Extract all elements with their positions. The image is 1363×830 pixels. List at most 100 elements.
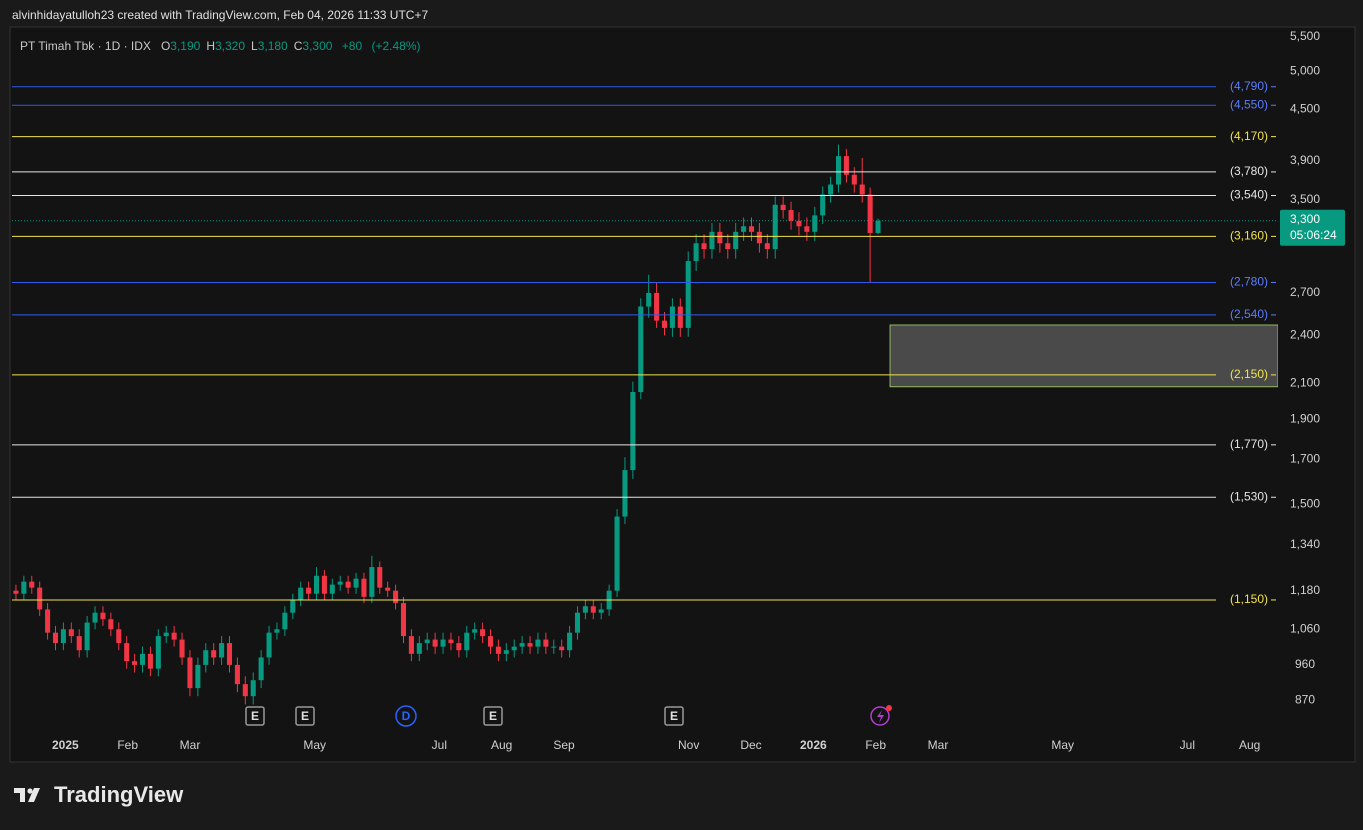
candle-body	[393, 590, 399, 604]
candle-body	[432, 639, 438, 647]
candle-body	[464, 632, 470, 651]
candle-body	[551, 646, 557, 648]
candle-body	[100, 612, 106, 620]
candle-body	[487, 636, 494, 647]
candle-body	[756, 231, 762, 244]
candle-body	[179, 639, 185, 658]
legend-key: C	[293, 39, 303, 53]
candle-body	[867, 194, 873, 233]
event-label: E	[251, 709, 259, 723]
candle-body	[480, 629, 486, 637]
candle-body	[859, 184, 865, 195]
candle-body	[345, 581, 351, 588]
candle-body	[108, 619, 114, 630]
level-label: (1,770)	[1230, 437, 1268, 451]
candle-body	[685, 261, 691, 328]
candle-body	[622, 470, 628, 517]
candle-body	[875, 220, 881, 233]
candle-body	[21, 581, 27, 594]
candle-body	[709, 231, 715, 250]
candle-body	[590, 606, 596, 613]
legend-key: L	[251, 39, 258, 53]
level-label: (3,160)	[1230, 229, 1268, 243]
candle-body	[52, 632, 59, 644]
candle-body	[503, 650, 509, 654]
candle-body	[13, 590, 19, 594]
alert-icon	[870, 705, 892, 726]
candle-body	[527, 643, 533, 647]
candle-body	[456, 643, 462, 651]
candle-body	[788, 210, 794, 221]
candle-body	[92, 612, 98, 623]
x-tick-label: 2025	[52, 738, 79, 752]
candle-body	[242, 684, 248, 697]
candle-body	[132, 661, 138, 665]
x-tick-label: Feb	[117, 738, 138, 752]
candle-body	[812, 215, 818, 232]
level-label: (1,150)	[1230, 592, 1268, 606]
candle-body	[654, 292, 660, 321]
price-tag-countdown: 05:06:24	[1290, 228, 1337, 242]
x-tick-label: Sep	[553, 738, 575, 752]
candle-body	[171, 632, 177, 640]
event-marker	[483, 706, 503, 726]
legend-value: 3,190	[170, 39, 201, 53]
event-marker	[664, 706, 684, 726]
y-tick-label: 1,500	[1290, 497, 1320, 511]
y-tick-label: 870	[1295, 692, 1315, 706]
x-tick-label: Dec	[740, 738, 761, 752]
x-tick-label: May	[303, 738, 326, 752]
level-label: (3,540)	[1230, 188, 1268, 202]
candle-body	[377, 567, 383, 588]
candle-body	[677, 306, 683, 328]
y-tick-label: 3,500	[1290, 192, 1320, 206]
change-pct: (+2.48%)	[371, 39, 421, 53]
legend-value: 3,320	[214, 39, 246, 53]
candle-body	[29, 581, 35, 588]
x-tick-label: Mar	[928, 738, 949, 752]
candle-body	[582, 606, 588, 613]
event-label: D	[402, 709, 411, 723]
legend-items: O3,190 H3,320 L3,180 C3,300	[161, 39, 339, 53]
level-label: (2,150)	[1230, 367, 1268, 381]
y-tick-label: 4,500	[1290, 101, 1320, 115]
candle-body	[495, 646, 501, 654]
x-tick-label: Feb	[865, 738, 886, 752]
level-label: (1,530)	[1230, 489, 1268, 503]
candle-body	[638, 306, 644, 393]
candle-body	[424, 639, 430, 644]
y-tick-label: 5,500	[1290, 29, 1320, 43]
candle-body	[116, 629, 122, 644]
event-marker	[245, 706, 265, 726]
candle-body	[37, 587, 43, 610]
candle-body	[45, 609, 51, 633]
candle-body	[511, 646, 517, 651]
candle-body	[535, 639, 541, 647]
x-tick-label: Mar	[180, 738, 201, 752]
candle-body	[234, 664, 240, 685]
price-tag-value: 3,300	[1290, 212, 1320, 226]
candle-body	[701, 243, 707, 250]
header-caption: alvinhidayatulloh23 created with Trading…	[12, 8, 428, 22]
candle-body	[361, 578, 367, 597]
candle-body	[574, 612, 581, 633]
x-tick-label: Nov	[678, 738, 699, 752]
y-tick-label: 1,060	[1290, 621, 1320, 635]
candle-body	[519, 643, 525, 647]
legend-value: 3,180	[257, 39, 288, 53]
candle-body	[400, 603, 407, 637]
y-tick-label: 2,400	[1290, 327, 1320, 341]
candle-body	[559, 646, 565, 651]
candle-body	[725, 243, 731, 250]
legend-key: H	[206, 39, 215, 53]
candle-body	[84, 622, 90, 651]
candle-body	[598, 609, 604, 613]
change: +80	[341, 39, 363, 53]
candle-body	[448, 639, 454, 644]
candle-body	[796, 220, 802, 227]
candle-body	[258, 657, 264, 681]
candle-body	[543, 639, 549, 647]
candle-body	[717, 231, 723, 244]
